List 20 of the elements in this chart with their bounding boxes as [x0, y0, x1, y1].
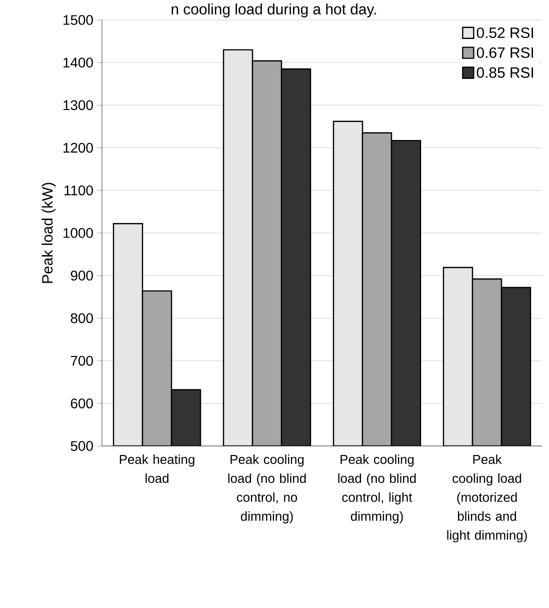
y-tick-label: 600: [70, 398, 93, 408]
x-tick-label: Peak heating load: [120, 454, 194, 483]
y-tick-label: 1200: [64, 142, 93, 153]
y-tick-label: 500: [70, 441, 93, 451]
legend-label: 0.85 RSI: [476, 67, 534, 78]
x-tick-label: Peak cooling load (motorized blinds and light dimming): [447, 454, 527, 542]
x-tick-label: Peak cooling load (no blind control, no dimming): [228, 454, 306, 524]
y-axis-title: Peak load (kW): [42, 182, 56, 283]
x-tick-label: Peak cooling load (no blind control, light dimming): [338, 454, 416, 524]
legend-label: 0.52 RSI: [476, 27, 534, 38]
legend-label: 0.67 RSI: [476, 47, 534, 58]
y-tick-label: 1300: [64, 100, 93, 110]
y-tick-label: 800: [70, 313, 93, 324]
y-tick-label: 1400: [64, 58, 93, 68]
y-tick-label: 1000: [64, 228, 93, 238]
y-tick-label: 900: [70, 270, 93, 281]
chart-title: n cooling load during a hot day.: [172, 4, 376, 18]
y-tick-label: 1100: [64, 185, 93, 196]
y-tick-label: 1500: [64, 15, 93, 25]
y-tick-label: 700: [70, 356, 93, 366]
